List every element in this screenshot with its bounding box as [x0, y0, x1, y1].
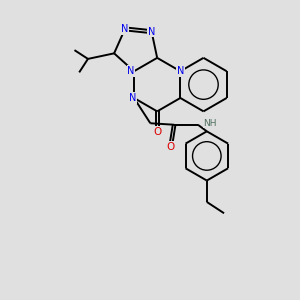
Text: O: O	[167, 142, 175, 152]
Text: N: N	[127, 66, 135, 76]
Text: NH: NH	[203, 119, 217, 128]
Text: N: N	[177, 66, 184, 76]
Text: N: N	[129, 93, 136, 103]
Text: O: O	[153, 127, 161, 137]
Text: N: N	[148, 27, 155, 37]
Text: N: N	[121, 24, 129, 34]
